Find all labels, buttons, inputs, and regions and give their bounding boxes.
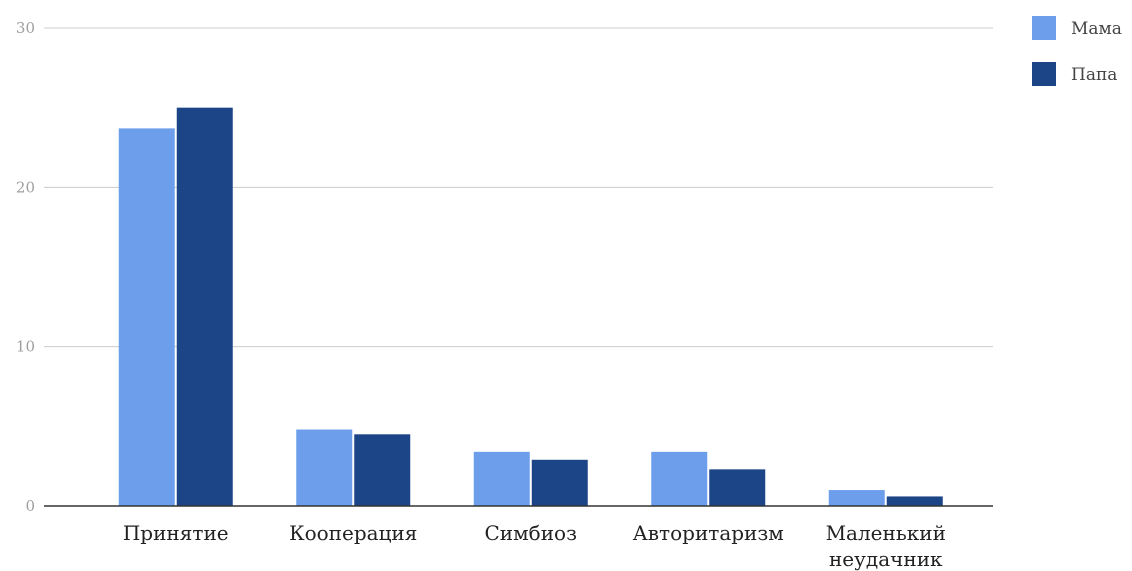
- bar-Папа-4: [886, 496, 943, 506]
- legend-label-Мама: Мама: [1071, 19, 1122, 39]
- bar-Мама-1: [296, 429, 353, 506]
- x-category-label-line: Принятие: [123, 521, 229, 545]
- x-category-label-line: неудачник: [829, 547, 943, 571]
- legend: Мама Папа: [1032, 16, 1122, 86]
- x-category-label: Кооперация: [289, 521, 417, 545]
- y-tick-label: 10: [16, 338, 35, 356]
- legend-swatch-Папа: [1032, 62, 1056, 86]
- y-tick-label: 0: [25, 497, 35, 515]
- x-category-label: Симбиоз: [484, 521, 577, 545]
- x-category-label: Принятие: [123, 521, 229, 545]
- x-category-label: Авторитаризм: [633, 521, 784, 545]
- bar-Мама-4: [828, 490, 885, 506]
- legend-swatch-Мама: [1032, 16, 1056, 40]
- y-tick-label: 20: [16, 178, 35, 196]
- x-category-label-line: Авторитаризм: [633, 521, 784, 545]
- y-axis-tick-labels: 0 10 20 30: [16, 19, 35, 515]
- bars: [118, 107, 943, 507]
- bar-Папа-2: [531, 459, 588, 506]
- x-category-label-line: Маленький: [826, 521, 946, 545]
- bar-Мама-2: [473, 451, 530, 506]
- legend-label-Папа: Папа: [1071, 65, 1117, 85]
- y-tick-label: 30: [16, 19, 35, 37]
- bar-Папа-1: [354, 434, 411, 506]
- bar-Папа-0: [176, 107, 233, 507]
- x-axis-category-labels: Принятие Кооперация Симбиоз Авторитаризм Мал…: [123, 521, 946, 571]
- x-category-label-line: Симбиоз: [484, 521, 577, 545]
- bar-Мама-3: [651, 451, 708, 506]
- x-category-label-line: Кооперация: [289, 521, 417, 545]
- x-category-label: Маленький неудачник: [826, 521, 946, 571]
- bar-Папа-3: [709, 469, 766, 506]
- bar-Мама-0: [118, 128, 175, 506]
